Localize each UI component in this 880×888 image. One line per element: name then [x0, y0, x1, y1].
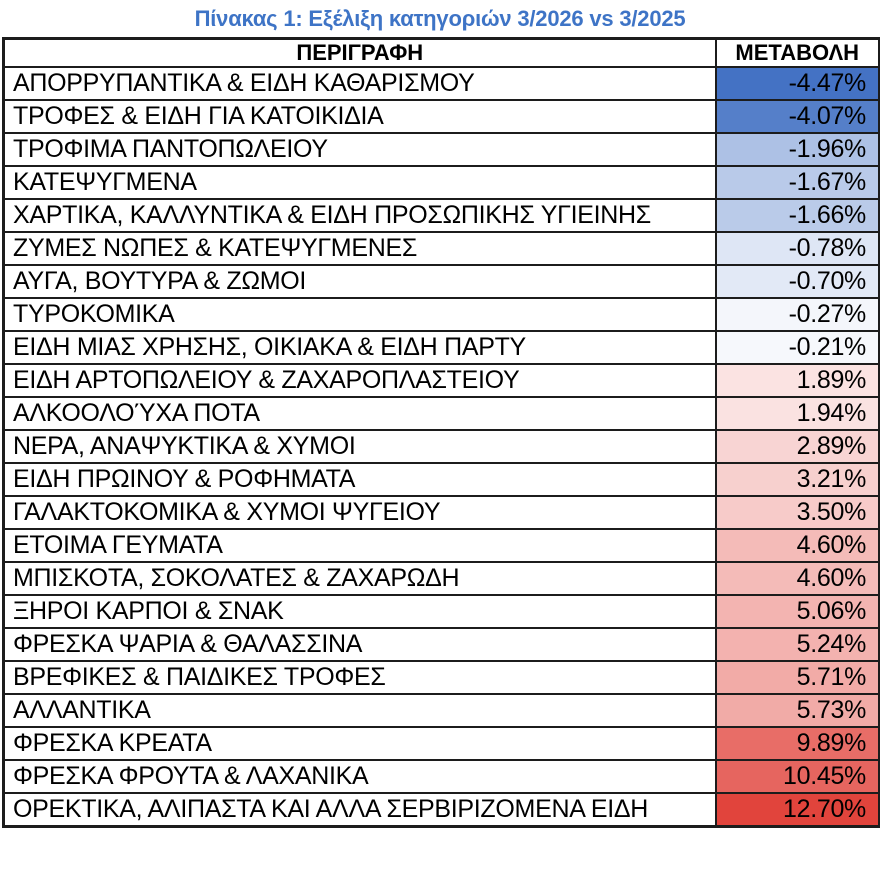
category-label: ΦΡΕΣΚΑ ΨΑΡΙΑ & ΘΑΛΑΣΣΙΝΑ [2, 627, 717, 662]
category-label: ΝΕΡΑ, ΑΝΑΨΥΚΤΙΚΑ & ΧΥΜΟΙ [2, 429, 717, 464]
categories-table: ΠΕΡΙΓΡΑΦΗ ΜΕΤΑΒΟΛΗ ΑΠΟΡΡΥΠΑΝΤΙΚΑ & ΕΙΔΗ … [2, 37, 880, 828]
category-label: ΕΙΔΗ ΜΙΑΣ ΧΡΗΣΗΣ, ΟΙΚΙΑΚΑ & ΕΙΔΗ ΠΑΡΤΥ [2, 330, 717, 365]
category-label: ΑΠΟΡΡΥΠΑΝΤΙΚΑ & ΕΙΔΗ ΚΑΘΑΡΙΣΜΟΥ [2, 66, 717, 101]
table-title: Πίνακας 1: Εξέλιξη κατηγοριών 3/2026 vs … [194, 6, 686, 31]
table-row: ΚΑΤΕΨΥΓΜΕΝΑ -1.67% [2, 165, 880, 200]
table-row: ΕΤΟΙΜΑ ΓΕΥΜΑΤΑ 4.60% [2, 528, 880, 563]
change-value: -4.07% [714, 99, 880, 134]
category-label: ΑΛΛΑΝΤΙΚΑ [2, 693, 717, 728]
change-value: -1.67% [714, 165, 880, 200]
column-header-change: ΜΕΤΑΒΟΛΗ [714, 37, 880, 68]
change-value: 4.60% [714, 561, 880, 596]
table-row: ΦΡΕΣΚΑ ΦΡΟΥΤΑ & ΛΑΧΑΝΙΚΑ 10.45% [2, 759, 880, 794]
header-row: ΠΕΡΙΓΡΑΦΗ ΜΕΤΑΒΟΛΗ [2, 37, 880, 68]
change-value: -0.27% [714, 297, 880, 332]
category-label: ΦΡΕΣΚΑ ΦΡΟΥΤΑ & ΛΑΧΑΝΙΚΑ [2, 759, 717, 794]
category-label: ΒΡΕΦΙΚΕΣ & ΠΑΙΔΙΚΕΣ ΤΡΟΦΕΣ [2, 660, 717, 695]
table-row: ΕΙΔΗ ΜΙΑΣ ΧΡΗΣΗΣ, ΟΙΚΙΑΚΑ & ΕΙΔΗ ΠΑΡΤΥ -0… [2, 330, 880, 365]
table-row: ΦΡΕΣΚΑ ΚΡΕΑΤΑ 9.89% [2, 726, 880, 761]
category-label: ΧΑΡΤΙΚΑ, ΚΑΛΛΥΝΤΙΚΑ & ΕΙΔΗ ΠΡΟΣΩΠΙΚΗΣ ΥΓ… [2, 198, 717, 233]
table-body: ΑΠΟΡΡΥΠΑΝΤΙΚΑ & ΕΙΔΗ ΚΑΘΑΡΙΣΜΟΥ -4.47% ΤΡΟ… [2, 66, 880, 828]
category-label: ΕΙΔΗ ΠΡΩΙΝΟΥ & ΡΟΦΗΜΑΤΑ [2, 462, 717, 497]
change-value: 4.60% [714, 528, 880, 563]
table-row: ΕΙΔΗ ΠΡΩΙΝΟΥ & ΡΟΦΗΜΑΤΑ 3.21% [2, 462, 880, 497]
table-row: ΑΛΚΟΟΛΟΎΧΑ ΠΟΤΑ 1.94% [2, 396, 880, 431]
category-label: ΦΡΕΣΚΑ ΚΡΕΑΤΑ [2, 726, 717, 761]
change-value: 5.06% [714, 594, 880, 629]
table-row: ΞΗΡΟΙ ΚΑΡΠΟΙ & ΣΝΑΚ 5.06% [2, 594, 880, 629]
table-row: ΤΡΟΦΙΜΑ ΠΑΝΤΟΠΩΛΕΙΟΥ -1.96% [2, 132, 880, 167]
category-label: ΕΤΟΙΜΑ ΓΕΥΜΑΤΑ [2, 528, 717, 563]
category-label: ΤΥΡΟΚΟΜΙΚΑ [2, 297, 717, 332]
category-label: ΟΡΕΚΤΙΚΑ, ΑΛΙΠΑΣΤΑ ΚΑΙ ΑΛΛΑ ΣΕΡΒΙΡΙΖΟΜΕΝ… [2, 792, 717, 828]
change-value: -0.78% [714, 231, 880, 266]
category-label: ΑΛΚΟΟΛΟΎΧΑ ΠΟΤΑ [2, 396, 717, 431]
table-row: ΕΙΔΗ ΑΡΤΟΠΩΛΕΙΟΥ & ΖΑΧΑΡΟΠΛΑΣΤΕΙΟΥ 1.89% [2, 363, 880, 398]
category-label: ΕΙΔΗ ΑΡΤΟΠΩΛΕΙΟΥ & ΖΑΧΑΡΟΠΛΑΣΤΕΙΟΥ [2, 363, 717, 398]
change-value: 5.24% [714, 627, 880, 662]
change-value: -4.47% [714, 66, 880, 101]
category-label: ΑΥΓΑ, ΒΟΥΤΥΡΑ & ΖΩΜΟΙ [2, 264, 717, 299]
change-value: 3.50% [714, 495, 880, 530]
table-row: ΧΑΡΤΙΚΑ, ΚΑΛΛΥΝΤΙΚΑ & ΕΙΔΗ ΠΡΟΣΩΠΙΚΗΣ ΥΓ… [2, 198, 880, 233]
table-row: ΟΡΕΚΤΙΚΑ, ΑΛΙΠΑΣΤΑ ΚΑΙ ΑΛΛΑ ΣΕΡΒΙΡΙΖΟΜΕΝ… [2, 792, 880, 828]
change-value: -1.66% [714, 198, 880, 233]
table-row: ΑΥΓΑ, ΒΟΥΤΥΡΑ & ΖΩΜΟΙ -0.70% [2, 264, 880, 299]
table-row: ΖΥΜΕΣ ΝΩΠΕΣ & ΚΑΤΕΨΥΓΜΕΝΕΣ -0.78% [2, 231, 880, 266]
category-label: ΓΑΛΑΚΤΟΚΟΜΙΚΑ & ΧΥΜΟΙ ΨΥΓΕΙΟΥ [2, 495, 717, 530]
category-label: ΤΡΟΦΕΣ & ΕΙΔΗ ΓΙΑ ΚΑΤΟΙΚΙΔΙΑ [2, 99, 717, 134]
category-label: ΞΗΡΟΙ ΚΑΡΠΟΙ & ΣΝΑΚ [2, 594, 717, 629]
table-row: ΒΡΕΦΙΚΕΣ & ΠΑΙΔΙΚΕΣ ΤΡΟΦΕΣ 5.71% [2, 660, 880, 695]
table-row: ΤΡΟΦΕΣ & ΕΙΔΗ ΓΙΑ ΚΑΤΟΙΚΙΔΙΑ -4.07% [2, 99, 880, 134]
table-row: ΜΠΙΣΚΟΤΑ, ΣΟΚΟΛΑΤΕΣ & ΖΑΧΑΡΩΔΗ 4.60% [2, 561, 880, 596]
column-header-description: ΠΕΡΙΓΡΑΦΗ [2, 37, 717, 68]
change-value: 2.89% [714, 429, 880, 464]
change-value: 12.70% [714, 792, 880, 828]
table-row: ΑΠΟΡΡΥΠΑΝΤΙΚΑ & ΕΙΔΗ ΚΑΘΑΡΙΣΜΟΥ -4.47% [2, 66, 880, 101]
category-label: ΖΥΜΕΣ ΝΩΠΕΣ & ΚΑΤΕΨΥΓΜΕΝΕΣ [2, 231, 717, 266]
category-label: ΚΑΤΕΨΥΓΜΕΝΑ [2, 165, 717, 200]
table-row: ΤΥΡΟΚΟΜΙΚΑ -0.27% [2, 297, 880, 332]
change-value: 5.73% [714, 693, 880, 728]
change-value: -0.21% [714, 330, 880, 365]
table-row: ΓΑΛΑΚΤΟΚΟΜΙΚΑ & ΧΥΜΟΙ ΨΥΓΕΙΟΥ 3.50% [2, 495, 880, 530]
change-value: 10.45% [714, 759, 880, 794]
change-value: 1.94% [714, 396, 880, 431]
change-value: -0.70% [714, 264, 880, 299]
change-value: 3.21% [714, 462, 880, 497]
table-row: ΦΡΕΣΚΑ ΨΑΡΙΑ & ΘΑΛΑΣΣΙΝΑ 5.24% [2, 627, 880, 662]
category-label: ΜΠΙΣΚΟΤΑ, ΣΟΚΟΛΑΤΕΣ & ΖΑΧΑΡΩΔΗ [2, 561, 717, 596]
change-value: 5.71% [714, 660, 880, 695]
change-value: 1.89% [714, 363, 880, 398]
change-value: 9.89% [714, 726, 880, 761]
change-value: -1.96% [714, 132, 880, 167]
category-label: ΤΡΟΦΙΜΑ ΠΑΝΤΟΠΩΛΕΙΟΥ [2, 132, 717, 167]
table-row: ΝΕΡΑ, ΑΝΑΨΥΚΤΙΚΑ & ΧΥΜΟΙ 2.89% [2, 429, 880, 464]
table-row: ΑΛΛΑΝΤΙΚΑ 5.73% [2, 693, 880, 728]
